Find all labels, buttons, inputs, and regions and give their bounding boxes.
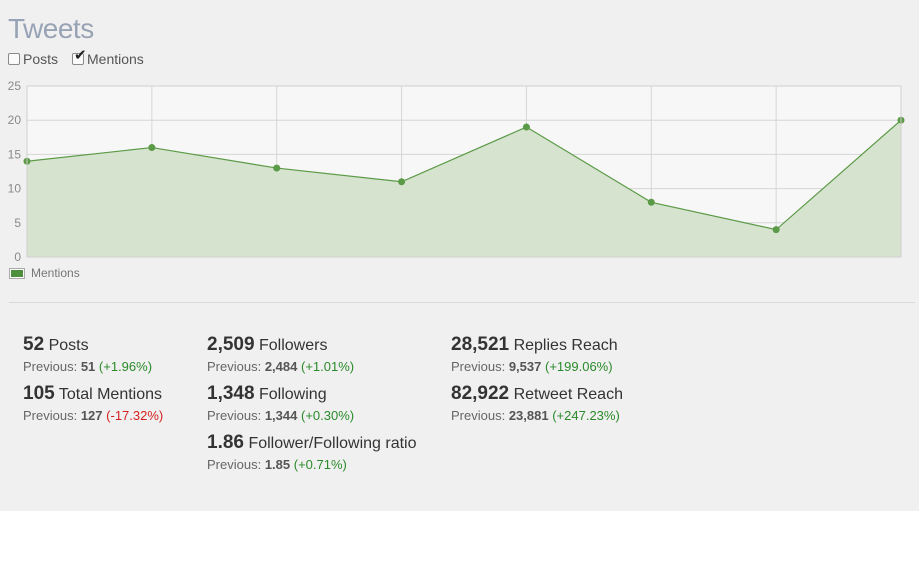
y-tick-label: 25	[8, 79, 22, 93]
posts-toggle-label: Posts	[23, 51, 59, 67]
change-badge: (+0.30%)	[301, 408, 355, 423]
stat-label: Total Mentions	[58, 386, 163, 403]
chart-legend: Mentions	[9, 266, 80, 280]
stat-label: Followers	[259, 337, 328, 354]
stat-value: 1,348	[207, 383, 255, 404]
stat-label: Posts	[48, 337, 89, 354]
stat-value: 105	[23, 383, 55, 404]
change-badge: (+0.71%)	[293, 457, 347, 472]
prev-label: Previous:	[451, 359, 506, 374]
mentions-toggle-label: Mentions	[87, 51, 144, 67]
prev-label: Previous:	[207, 359, 262, 374]
stat-label: Replies Reach	[513, 337, 618, 354]
data-point	[772, 226, 780, 234]
stat-label: Following	[259, 386, 327, 403]
stat-total-mentions: 105 Total Mentions Previous: 127 (-17.32…	[23, 383, 163, 423]
prev-value: 127	[80, 408, 103, 423]
stat-replies-reach: 28,521 Replies Reach Previous: 9,537 (+1…	[451, 334, 618, 374]
prev-label: Previous:	[207, 408, 262, 423]
legend-label: Mentions	[31, 266, 80, 280]
change-badge: (+1.96%)	[98, 359, 153, 374]
prev-label: Previous:	[23, 408, 78, 423]
change-badge: (+1.01%)	[301, 359, 355, 374]
y-tick-label: 0	[14, 250, 21, 263]
tweets-chart: 0 5 10 15 20 25	[8, 79, 905, 263]
y-tick-label: 20	[8, 113, 22, 127]
stat-label: Retweet Reach	[513, 386, 623, 403]
plot-frame	[26, 85, 902, 258]
prev-label: Previous:	[23, 359, 78, 374]
data-point	[647, 198, 655, 206]
posts-checkbox[interactable]	[8, 53, 20, 65]
stat-value: 52	[23, 334, 45, 355]
posts-toggle[interactable]: Posts	[8, 51, 58, 67]
stat-value: 82,922	[451, 383, 510, 404]
stat-posts: 52 Posts Previous: 51 (+1.96%)	[23, 334, 152, 374]
line-mentions	[26, 119, 902, 231]
prev-value: 51	[80, 359, 96, 374]
prev-value: 1.85	[264, 457, 291, 472]
stat-value: 28,521	[451, 334, 510, 355]
y-tick-label: 15	[8, 147, 22, 161]
divider	[9, 302, 915, 303]
data-point	[148, 144, 156, 152]
data-point	[522, 123, 530, 131]
tweets-panel: Tweets Posts ✔ Mentions 0 5 10 15 20 25 Menti…	[0, 0, 919, 511]
change-badge: (+247.23%)	[552, 408, 620, 423]
panel-title: Tweets	[8, 13, 94, 44]
data-point	[398, 178, 406, 186]
prev-value: 23,881	[508, 408, 549, 423]
checkmark-icon: ✔	[74, 47, 87, 64]
mentions-checkbox[interactable]: ✔	[72, 48, 87, 65]
stat-label: Follower/Following ratio	[248, 435, 417, 452]
stat-retweet-reach: 82,922 Retweet Reach Previous: 23,881 (+…	[451, 383, 623, 423]
prev-value: 9,537	[508, 359, 542, 374]
stat-following: 1,348 Following Previous: 1,344 (+0.30%)	[207, 383, 354, 423]
legend-swatch	[9, 267, 25, 279]
stat-value: 2,509	[207, 334, 255, 355]
mentions-toggle[interactable]: ✔ Mentions	[72, 48, 144, 67]
prev-label: Previous:	[207, 457, 262, 472]
change-badge: (-17.32%)	[106, 408, 164, 423]
change-badge: (+199.06%)	[545, 359, 613, 374]
stat-value: 1.86	[207, 432, 244, 453]
y-tick-label: 10	[8, 182, 22, 196]
prev-value: 1,344	[264, 408, 298, 423]
prev-value: 2,484	[264, 359, 298, 374]
y-tick-label: 5	[14, 216, 21, 230]
stat-followers: 2,509 Followers Previous: 2,484 (+1.01%)	[207, 334, 354, 374]
data-point	[273, 164, 281, 172]
prev-label: Previous:	[451, 408, 506, 423]
area-fill-mentions	[27, 120, 901, 257]
stat-ratio: 1.86 Follower/Following ratio Previous: …	[207, 432, 417, 472]
